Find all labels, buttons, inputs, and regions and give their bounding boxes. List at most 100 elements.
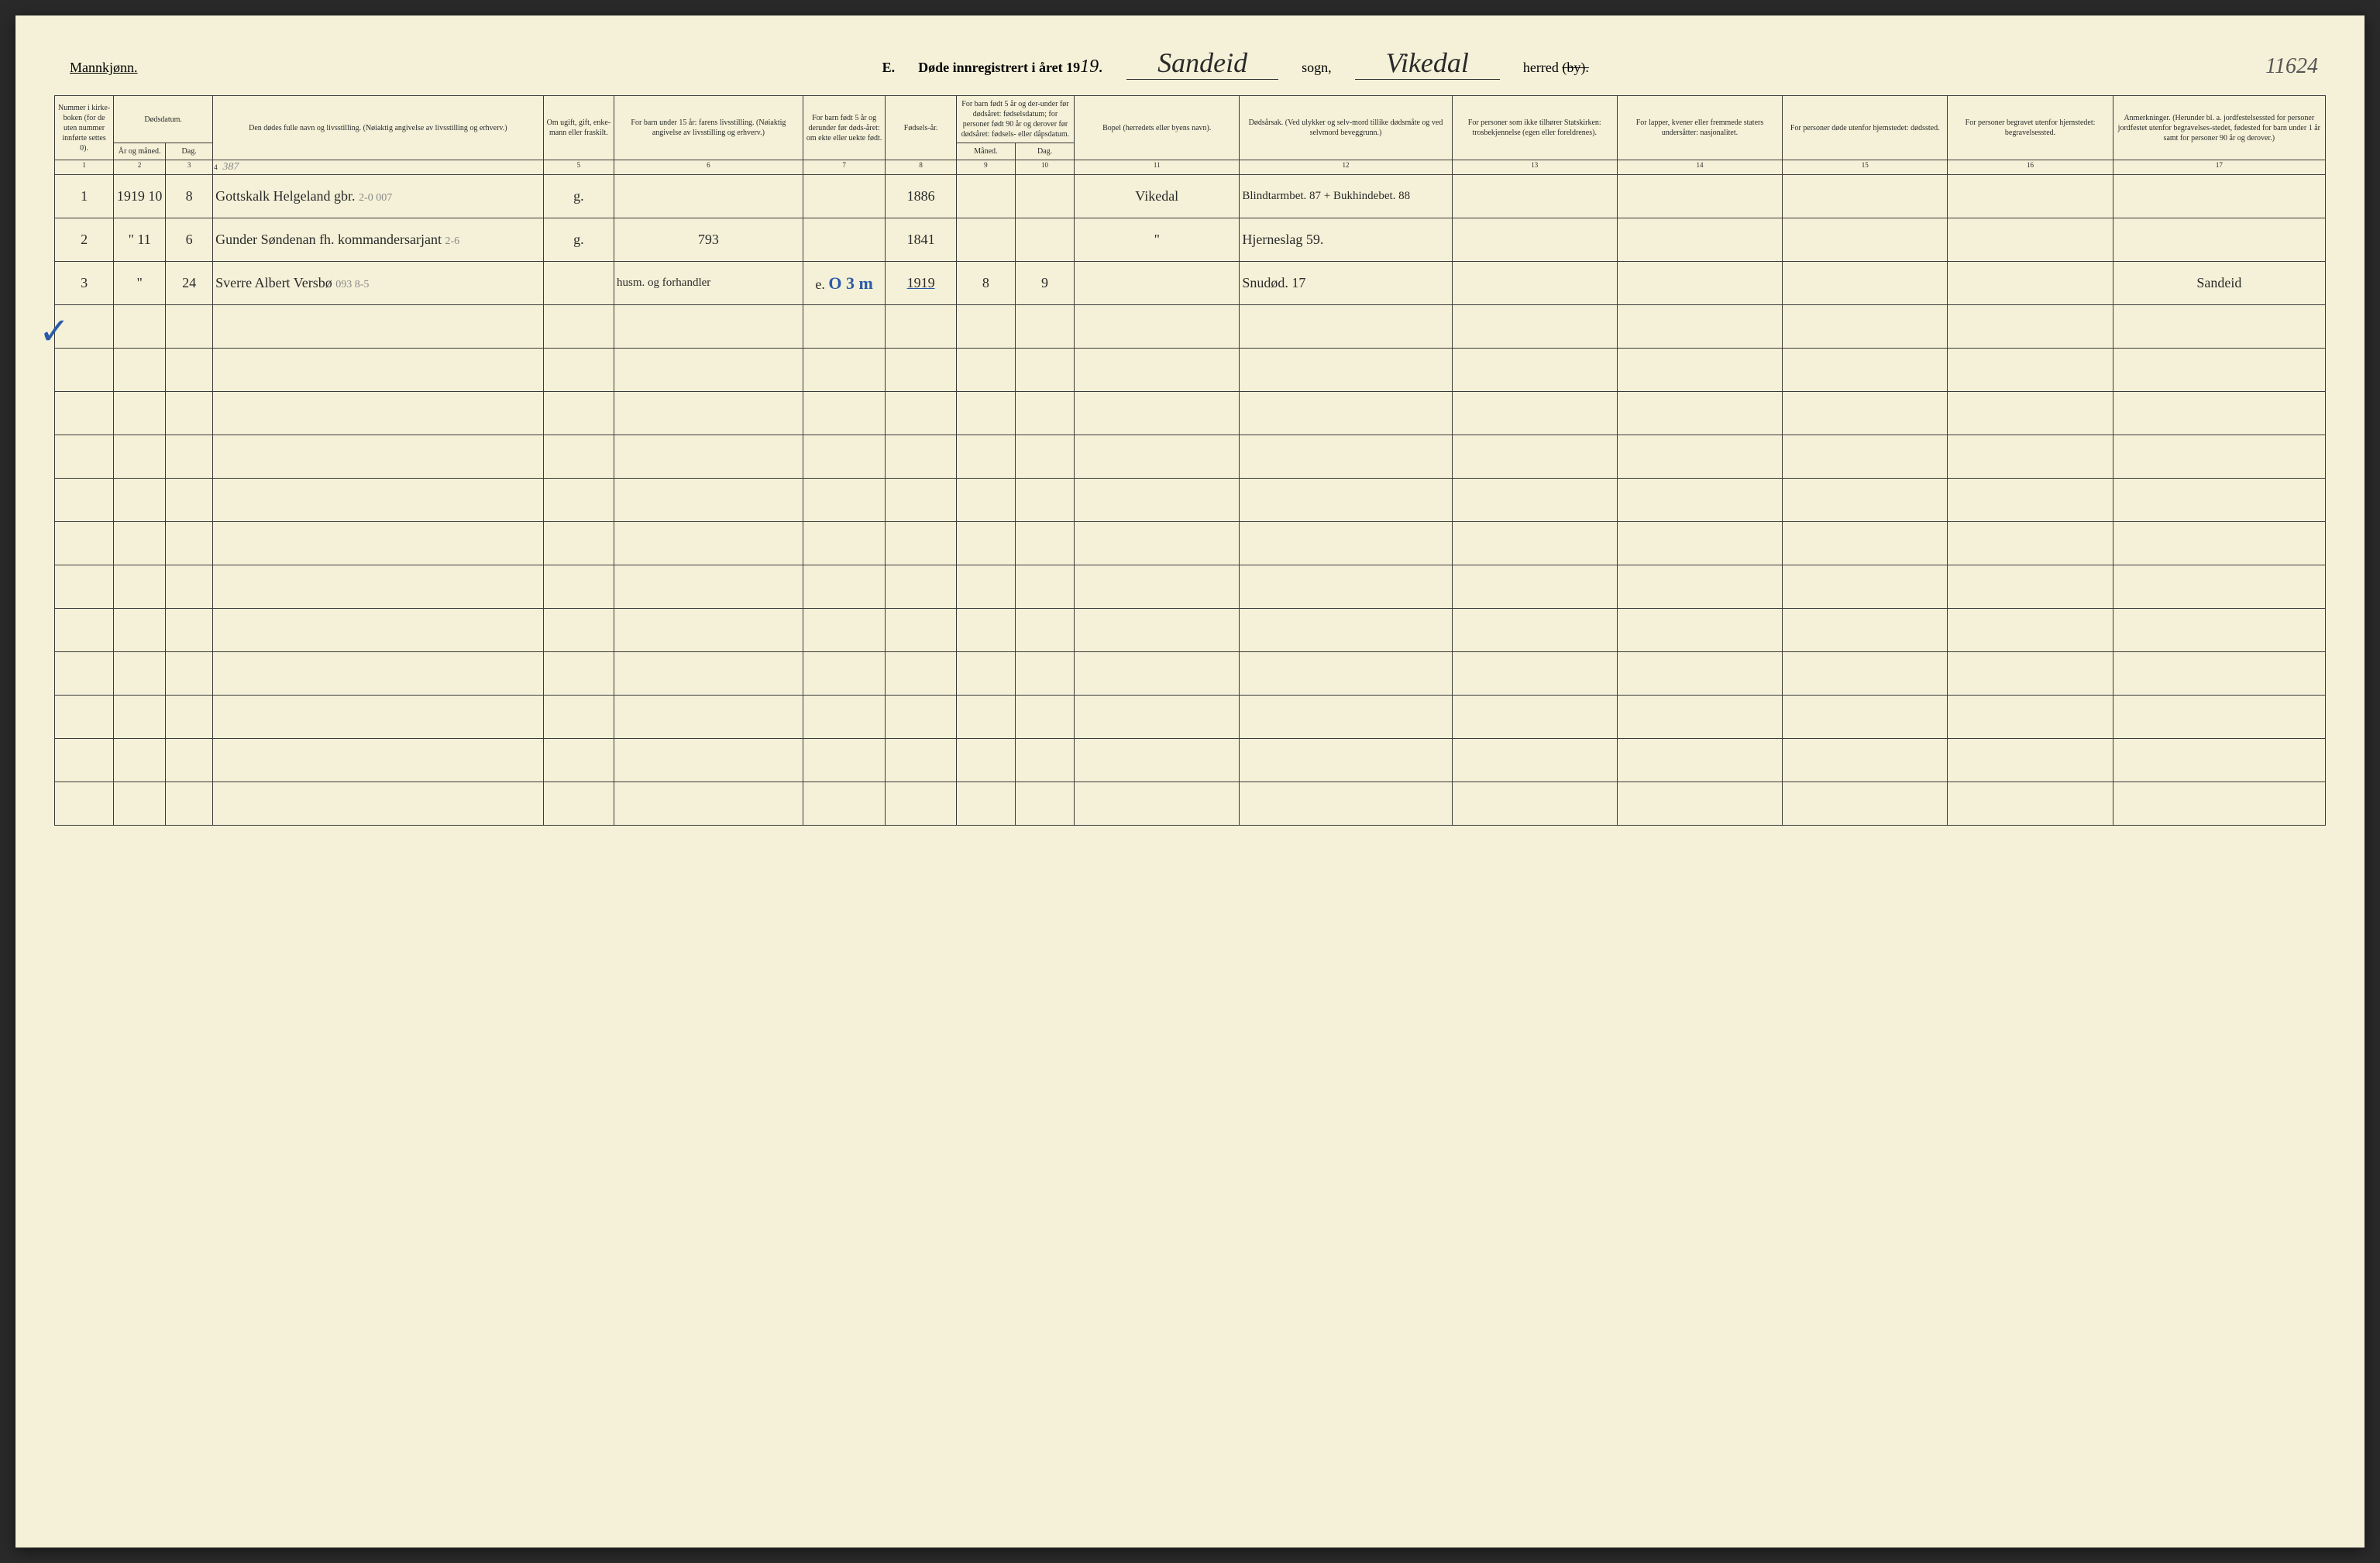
cell xyxy=(114,479,166,522)
col-header: År og måned. xyxy=(114,143,166,160)
cell xyxy=(543,479,614,522)
cell xyxy=(1783,305,1948,349)
table-row xyxy=(55,305,2326,349)
cell xyxy=(1617,739,1782,782)
cell xyxy=(1783,175,1948,218)
cell xyxy=(1617,782,1782,826)
cell xyxy=(213,392,544,435)
cell xyxy=(114,392,166,435)
cell xyxy=(1075,522,1240,565)
col-header: Om ugift, gift, enke-mann eller fraskilt… xyxy=(543,96,614,160)
cell-civil: g. xyxy=(543,218,614,262)
cell xyxy=(1783,739,1948,782)
cell xyxy=(1075,782,1240,826)
col-header: Bopel (herredets eller byens navn). xyxy=(1075,96,1240,160)
sogn-value: Sandeid xyxy=(1126,46,1278,80)
cell xyxy=(2113,565,2325,609)
cell xyxy=(886,479,956,522)
cell xyxy=(543,392,614,435)
cell xyxy=(2113,696,2325,739)
cell-c7 xyxy=(803,218,886,262)
header-row: Mannkjønn. E. Døde innregistrert i året … xyxy=(54,46,2326,95)
cell xyxy=(166,349,213,392)
cell xyxy=(1015,305,1074,349)
cell xyxy=(213,479,544,522)
cell xyxy=(886,782,956,826)
cell xyxy=(956,392,1015,435)
cell xyxy=(614,696,803,739)
cell-year-month: " xyxy=(114,262,166,305)
table-row xyxy=(55,479,2326,522)
cell xyxy=(1240,522,1452,565)
cell xyxy=(956,739,1015,782)
cell-m xyxy=(956,218,1015,262)
cell xyxy=(1240,479,1452,522)
cell xyxy=(213,652,544,696)
cell xyxy=(1948,739,2113,782)
cell xyxy=(1948,175,2113,218)
cell xyxy=(543,609,614,652)
cell xyxy=(1015,696,1074,739)
cell xyxy=(1617,218,1782,262)
cell xyxy=(166,782,213,826)
cell xyxy=(956,696,1015,739)
cell-birth: 1841 xyxy=(886,218,956,262)
cell-m xyxy=(956,175,1015,218)
col-header: Nummer i kirke-boken (for de uten nummer… xyxy=(55,96,114,160)
cell xyxy=(213,782,544,826)
herred-label: herred xyxy=(1523,60,1559,75)
cell xyxy=(1783,479,1948,522)
cell xyxy=(886,696,956,739)
cell xyxy=(886,565,956,609)
cell xyxy=(1617,522,1782,565)
cell-c6: 793 xyxy=(614,218,803,262)
cell-d xyxy=(1015,218,1074,262)
cell xyxy=(614,305,803,349)
cell xyxy=(1948,349,2113,392)
col-header: For barn under 15 år: farens livsstillin… xyxy=(614,96,803,160)
cell-name: Gunder Søndenan fh. kommandersarjant 2-6 xyxy=(213,218,544,262)
cell xyxy=(166,696,213,739)
gender-label: Mannkjønn. xyxy=(70,60,138,76)
cell xyxy=(1015,479,1074,522)
cell xyxy=(1783,435,1948,479)
cell xyxy=(166,652,213,696)
cell-cause: Hjerneslag 59. xyxy=(1240,218,1452,262)
cell xyxy=(803,565,886,609)
col-num: 8 xyxy=(886,160,956,175)
cell xyxy=(1452,435,1617,479)
cell xyxy=(614,652,803,696)
col-num: 9 xyxy=(956,160,1015,175)
cell xyxy=(2113,479,2325,522)
cell xyxy=(1015,522,1074,565)
cell xyxy=(886,435,956,479)
cell xyxy=(55,565,114,609)
cell xyxy=(956,349,1015,392)
cell xyxy=(55,696,114,739)
cell xyxy=(114,435,166,479)
cell-bopel xyxy=(1075,262,1240,305)
cell xyxy=(1948,609,2113,652)
col-num: 12 xyxy=(1240,160,1452,175)
cell xyxy=(1240,782,1452,826)
cell-num: 3 xyxy=(55,262,114,305)
cell xyxy=(1948,262,2113,305)
cell xyxy=(1948,218,2113,262)
cell xyxy=(1015,565,1074,609)
cell xyxy=(1948,392,2113,435)
cell xyxy=(55,392,114,435)
col-num: 13 xyxy=(1452,160,1617,175)
col-num: 14 xyxy=(1617,160,1782,175)
cell xyxy=(1783,522,1948,565)
cell: Sandeid xyxy=(2113,262,2325,305)
cell xyxy=(1240,609,1452,652)
cell xyxy=(1015,435,1074,479)
pencil-note: 387 xyxy=(222,161,239,173)
cell xyxy=(1783,262,1948,305)
cell xyxy=(1783,349,1948,392)
cell xyxy=(1617,435,1782,479)
col-header: Dødsdatum. xyxy=(114,96,213,143)
cell xyxy=(213,739,544,782)
cell xyxy=(1783,565,1948,609)
cell xyxy=(114,609,166,652)
